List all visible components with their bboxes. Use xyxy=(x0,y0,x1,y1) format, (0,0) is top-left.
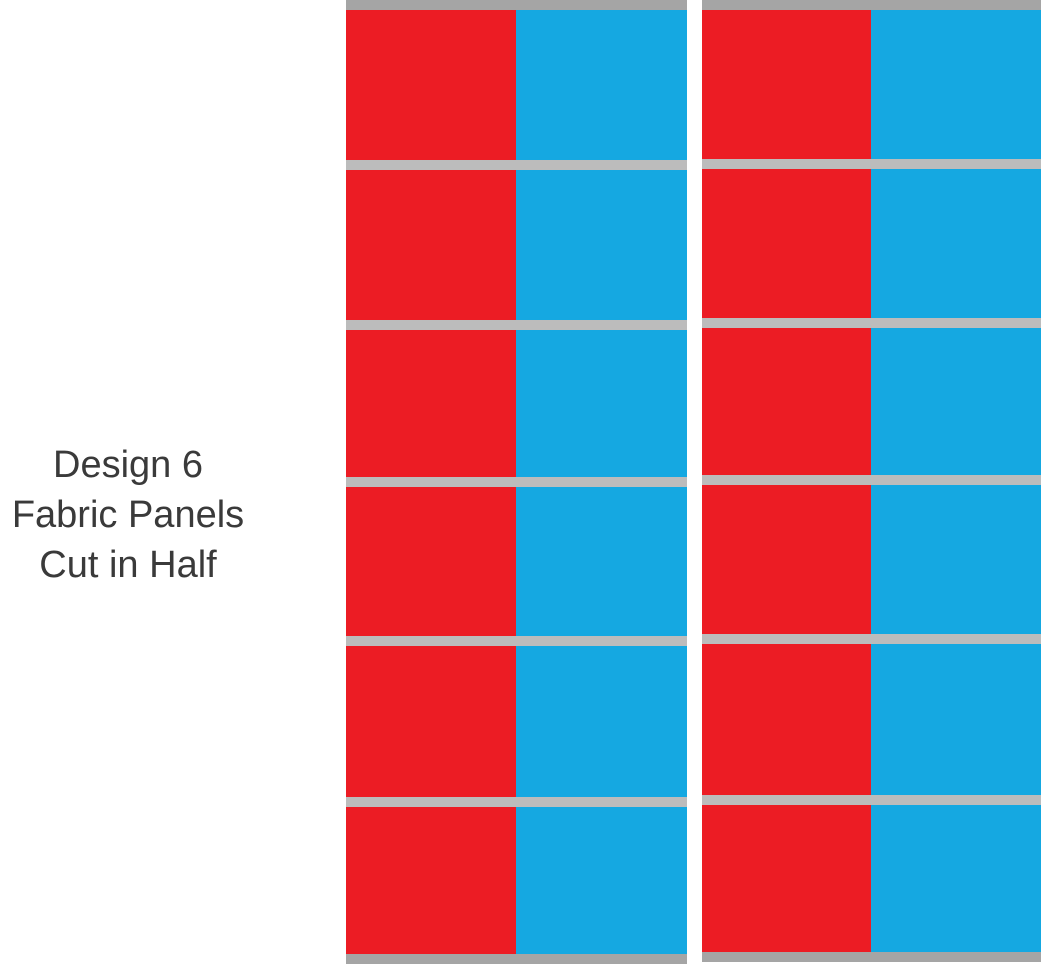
caption-line-fabric-panels: Fabric Panels xyxy=(11,494,245,536)
seam-rail xyxy=(702,0,1041,10)
blue-fabric-square xyxy=(871,10,1041,159)
right-fabric-panel xyxy=(702,0,1041,964)
seam-rail xyxy=(702,159,1041,169)
red-fabric-square xyxy=(702,328,871,475)
red-fabric-square xyxy=(346,10,516,160)
caption-line-design: Design 6 xyxy=(53,444,203,486)
seam-rail xyxy=(346,0,687,10)
blue-fabric-square xyxy=(871,805,1041,952)
seam-rail xyxy=(346,954,687,964)
red-fabric-square xyxy=(702,805,871,952)
blue-fabric-square xyxy=(516,646,687,797)
blue-fabric-square xyxy=(871,485,1041,634)
blue-fabric-square xyxy=(871,328,1041,475)
blue-fabric-square xyxy=(516,330,687,477)
seam-rail xyxy=(702,318,1041,328)
red-fabric-square xyxy=(702,10,871,159)
seam-rail xyxy=(702,795,1041,805)
seam-rail xyxy=(346,636,687,646)
red-fabric-square xyxy=(346,330,516,477)
seam-rail xyxy=(702,475,1041,485)
blue-fabric-square xyxy=(516,487,687,636)
design-caption: Design 6 Fabric Panels Cut in Half xyxy=(0,440,256,590)
seam-rail xyxy=(346,320,687,330)
seam-rail xyxy=(702,952,1041,962)
left-fabric-panel xyxy=(346,0,687,964)
seam-rail xyxy=(346,797,687,807)
blue-fabric-square xyxy=(516,170,687,320)
caption-line-cut-in-half: Cut in Half xyxy=(39,544,217,586)
red-fabric-square xyxy=(346,487,516,636)
red-fabric-square xyxy=(346,807,516,954)
blue-fabric-square xyxy=(516,10,687,160)
blue-fabric-square xyxy=(516,807,687,954)
red-fabric-square xyxy=(346,646,516,797)
red-fabric-square xyxy=(702,644,871,795)
red-fabric-square xyxy=(702,485,871,634)
blue-fabric-square xyxy=(871,644,1041,795)
red-fabric-square xyxy=(346,170,516,320)
blue-fabric-square xyxy=(871,169,1041,318)
seam-rail xyxy=(346,160,687,170)
seam-rail xyxy=(702,634,1041,644)
seam-rail xyxy=(346,477,687,487)
red-fabric-square xyxy=(702,169,871,318)
